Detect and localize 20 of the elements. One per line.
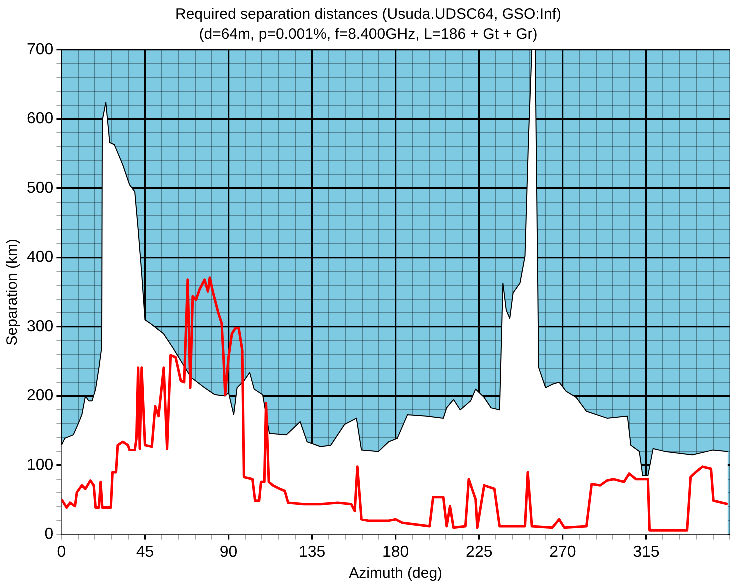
x-tick-label: 180 xyxy=(382,544,410,561)
y-tick-label: 400 xyxy=(26,249,54,266)
x-tick-label: 225 xyxy=(466,544,493,561)
y-tick-label: 200 xyxy=(26,388,54,405)
x-tick-label: 270 xyxy=(550,544,576,561)
x-tick-label: 135 xyxy=(298,544,326,561)
x-tick-label: 45 xyxy=(136,544,154,561)
chart-subtitle: (d=64m, p=0.001%, f=8.400GHz, L=186 + Gt + Gr) xyxy=(199,26,538,44)
y-tick-label: 100 xyxy=(26,456,54,474)
x-tick-label: 0 xyxy=(57,544,66,561)
x-axis-title: Azimuth (deg) xyxy=(349,565,443,582)
y-tick-label: 300 xyxy=(26,318,54,336)
y-tick-label: 500 xyxy=(26,180,54,197)
x-tick-label: 315 xyxy=(633,544,660,561)
y-tick-label: 600 xyxy=(26,110,54,128)
y-tick-label: 700 xyxy=(26,41,54,58)
chart-title: Required separation distances (Usuda.UDSC64, GSO:Inf) xyxy=(175,6,562,24)
y-tick-label: 0 xyxy=(44,526,54,544)
y-axis-title: Separation (km) xyxy=(4,239,22,346)
x-tick-label: 90 xyxy=(220,544,238,561)
